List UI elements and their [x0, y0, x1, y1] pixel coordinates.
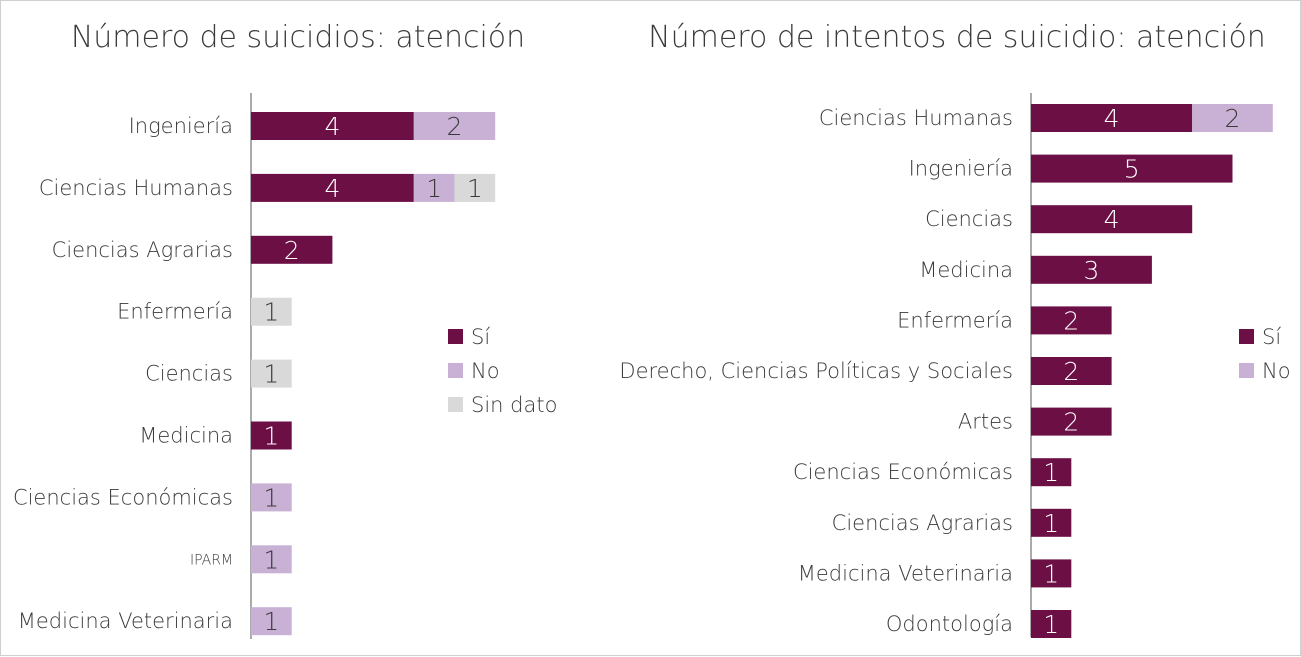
- c2-bar-derecho-ciencias-politicas-y-sociales-si: [1031, 357, 1112, 385]
- c1-category-label-ingenieria: Ingeniería: [129, 114, 233, 138]
- c2-value-label-medicina-si: 3: [1083, 256, 1099, 285]
- c2-bar-odontologia-si: [1031, 610, 1072, 638]
- c1-legend-swatch-no: [448, 363, 463, 378]
- c2-category-label-enfermeria: Enfermería: [897, 308, 1013, 332]
- chart-2-title: Número de intentos de suicidio: atención: [648, 20, 1266, 55]
- c1-bar-ciencias-humanas-no: [413, 173, 455, 202]
- c1-legend-label-no: No: [471, 359, 500, 383]
- c1-value-label-ciencias-sin-dato: 1: [263, 360, 279, 389]
- c1-value-label-ciencias-humanas-si: 4: [324, 174, 340, 203]
- c1-value-label-ciencias-economicas-no: 1: [263, 483, 279, 512]
- c1-legend-swatch-si: [448, 329, 463, 344]
- c1-bar-ciencias-economicas-no: [251, 483, 292, 512]
- c2-category-label-medicina-veterinaria: Medicina Veterinaria: [798, 561, 1013, 585]
- c1-category-label-medicina: Medicina: [139, 424, 233, 448]
- c2-bar-ciencias-agrarias-si: [1031, 508, 1072, 537]
- c2-bar-medicina-si: [1031, 255, 1152, 284]
- c1-legend-swatch-sin-dato: [448, 397, 463, 412]
- c2-bar-ciencias-humanas-si: [1031, 104, 1193, 132]
- c2-category-label-odontologia: Odontología: [886, 612, 1013, 636]
- c2-bar-medicina-veterinaria-si: [1031, 559, 1072, 588]
- c1-bar-ciencias-sin-dato: [251, 359, 292, 388]
- c1-bar-iparm-no: [251, 545, 292, 574]
- c1-value-label-medicina-si: 1: [263, 422, 279, 451]
- c2-category-label-ciencias-economicas: Ciencias Económicas: [793, 460, 1013, 484]
- c2-value-label-enfermeria-si: 2: [1063, 306, 1079, 335]
- c2-bar-ciencias-economicas-si: [1031, 458, 1072, 487]
- c1-value-label-medicina-veterinaria-no: 1: [263, 607, 279, 636]
- c1-value-label-ciencias-humanas-sin-dato: 1: [467, 174, 483, 203]
- c1-bar-ciencias-humanas-si: [251, 173, 414, 202]
- c2-bar-enfermeria-si: [1031, 306, 1112, 335]
- c1-category-label-iparm: IPARM: [190, 552, 233, 568]
- c1-category-label-ciencias: Ciencias: [145, 362, 233, 386]
- c2-value-label-ingenieria-si: 5: [1124, 155, 1140, 184]
- c1-category-label-ciencias-humanas: Ciencias Humanas: [39, 176, 233, 200]
- c2-legend-label-no: No: [1262, 359, 1291, 383]
- c2-bar-artes-si: [1031, 407, 1112, 436]
- c2-category-label-ciencias-humanas: Ciencias Humanas: [819, 106, 1013, 130]
- chart-1-title: Número de suicidios: atención: [71, 20, 525, 55]
- c1-value-label-ingenieria-no: 2: [447, 112, 463, 141]
- c2-value-label-medicina-veterinaria-si: 1: [1043, 559, 1059, 588]
- c1-bar-ingenieria-si: [251, 112, 414, 140]
- c1-value-label-iparm-no: 1: [263, 545, 279, 574]
- c1-bar-ingenieria-no: [413, 112, 496, 140]
- c1-value-label-ciencias-humanas-no: 1: [426, 174, 442, 203]
- c2-value-label-ciencias-agrarias-si: 1: [1043, 509, 1059, 538]
- c2-legend-swatch-si: [1239, 329, 1254, 344]
- c2-value-label-ciencias-economicas-si: 1: [1043, 458, 1059, 487]
- c2-category-label-ciencias-agrarias: Ciencias Agrarias: [832, 511, 1013, 535]
- c2-legend-swatch-no: [1239, 363, 1254, 378]
- c2-bar-ciencias-humanas-no: [1192, 104, 1273, 132]
- c1-bar-medicina-veterinaria-no: [251, 607, 292, 636]
- c2-bar-ingenieria-si: [1031, 154, 1233, 183]
- c2-value-label-ciencias-humanas-si: 4: [1104, 104, 1120, 133]
- c2-value-label-ciencias-humanas-no: 2: [1225, 104, 1241, 133]
- c2-category-label-medicina: Medicina: [919, 258, 1013, 282]
- c2-legend-label-si: Sí: [1262, 325, 1281, 349]
- c2-value-label-ciencias-si: 4: [1104, 205, 1120, 234]
- c1-legend-label-sin-dato: Sin dato: [471, 393, 557, 417]
- c2-category-label-ciencias: Ciencias: [925, 207, 1013, 231]
- c2-value-label-derecho-ciencias-politicas-y-sociales-si: 2: [1063, 357, 1079, 386]
- c1-value-label-ciencias-agrarias-si: 2: [284, 236, 300, 265]
- c1-value-label-ingenieria-si: 4: [324, 112, 340, 141]
- c2-category-label-derecho-ciencias-politicas-y-sociales: Derecho, Ciencias Políticas y Sociales: [619, 359, 1013, 383]
- c1-category-label-enfermeria: Enfermería: [117, 300, 233, 324]
- c1-category-label-ciencias-agrarias: Ciencias Agrarias: [52, 238, 233, 262]
- c1-bar-ciencias-humanas-sin-dato: [454, 173, 496, 202]
- c1-legend-label-si: Sí: [471, 325, 490, 349]
- c2-bar-ciencias-si: [1031, 205, 1193, 234]
- c1-bar-ciencias-agrarias-si: [251, 235, 333, 264]
- c1-category-label-ciencias-economicas: Ciencias Económicas: [13, 485, 233, 509]
- c2-value-label-artes-si: 2: [1063, 408, 1079, 437]
- c2-value-label-odontologia-si: 1: [1043, 610, 1059, 639]
- c1-category-label-medicina-veterinaria: Medicina Veterinaria: [18, 609, 233, 633]
- c2-category-label-artes: Artes: [958, 410, 1013, 434]
- c1-value-label-enfermeria-sin-dato: 1: [263, 298, 279, 327]
- chart-2-intentos: Ciencias Humanas 4 2 Ingeniería 5 Ciencias 4 Me…: [619, 93, 1291, 639]
- c2-category-label-ingenieria: Ingeniería: [909, 157, 1013, 181]
- c1-bar-enfermeria-sin-dato: [251, 297, 292, 326]
- c1-bar-medicina-si: [251, 421, 292, 450]
